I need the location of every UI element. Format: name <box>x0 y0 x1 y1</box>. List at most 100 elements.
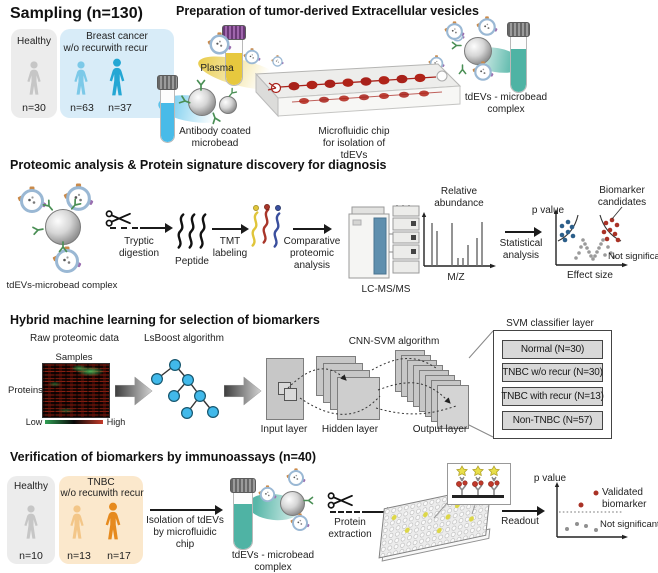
effect-size-label: Effect size <box>567 270 613 281</box>
sampling-title: Sampling (n=130) <box>10 5 143 22</box>
wo-recur-label: w/o recur <box>63 43 105 54</box>
tdev-liquid <box>511 49 526 92</box>
svm-connector-lines <box>468 330 494 438</box>
heatmap-colorbar <box>45 420 103 424</box>
heatmap <box>42 363 110 418</box>
person-icon-verif-healthy <box>21 500 41 544</box>
input-layer-label: Input layer <box>260 424 308 435</box>
with-recur-label: with recur <box>104 43 148 54</box>
person-icon-with-recur <box>106 53 128 101</box>
antibody-y-icon <box>458 64 467 75</box>
verif-tnbc-label: TNBC <box>87 477 115 488</box>
verif-healthy-n: n=10 <box>19 550 43 562</box>
svm-class-non-tnbc: Non-TNBC (N=57) <box>502 411 603 430</box>
antibody-tube-vial <box>160 90 175 143</box>
ml-title: Hybrid machine learning for selection of… <box>10 313 320 327</box>
verif-complex-bead <box>280 491 305 516</box>
scale-low-label: Low <box>25 417 43 427</box>
verif-tube-vial <box>233 493 253 550</box>
ev-icon <box>472 61 494 83</box>
verif-wo-n: n=13 <box>67 550 91 562</box>
tmt-tags <box>253 204 281 211</box>
cnn-hidden-4 <box>337 377 380 420</box>
peptide-squiggle <box>175 211 186 251</box>
person-icon-wo-recur <box>71 56 91 100</box>
tmt-squiggle-yellow <box>249 209 260 249</box>
verif-tube-cap <box>230 478 256 493</box>
isolation-arrow <box>150 505 223 515</box>
chip-label: Microfluidic chip for isolation of tdEVs <box>318 126 390 162</box>
preparation-title: Preparation of tumor-derived Extracellul… <box>176 4 479 18</box>
antibody-liquid <box>161 103 174 142</box>
volcano-plot <box>553 206 628 268</box>
readout-label: Readout <box>501 516 539 527</box>
validated-biomarker-label: Validated biomarker <box>602 487 647 511</box>
breast-cancer-label: Breast cancer <box>86 31 148 42</box>
ev-icon <box>444 21 465 42</box>
extraction-dashed-line <box>330 511 360 513</box>
verif-pvalue-label: p value <box>533 473 567 484</box>
cnn-connections <box>287 358 457 415</box>
flow-arrow-2 <box>224 373 262 409</box>
comparative-label: Comparative proteomic analysis <box>283 236 341 272</box>
output-layer-label: Output layer <box>412 424 468 435</box>
verification-plot <box>554 482 628 540</box>
assay-inset-box <box>447 463 511 505</box>
svm-class-tnbc-with: TNBC with recur (N=13) <box>501 387 604 406</box>
verif-tube-liquid <box>234 504 252 549</box>
plasma-tube <box>222 25 246 86</box>
proteomic-complex-bead <box>45 209 81 245</box>
ev-icon <box>17 186 47 216</box>
isolation-label: Isolation of tdEVs by microfluidic chip <box>146 515 224 551</box>
peptide-squiggle <box>186 211 197 251</box>
verif-tdev-tube <box>230 478 256 550</box>
microbead-small <box>219 96 237 114</box>
verif-with-n: n=17 <box>107 550 131 562</box>
plasma-label: Plasma <box>200 63 234 74</box>
person-icon-healthy <box>24 56 44 100</box>
plasma-tube-vial <box>225 40 243 86</box>
tdev-tube-cap <box>507 22 530 37</box>
with-recur-n: n=37 <box>108 102 132 114</box>
antibody-y-icon <box>303 496 314 505</box>
tdev-complex-label: tdEVs - microbead complex <box>464 92 548 116</box>
cnn-input-kernel2 <box>284 388 297 401</box>
scissors-icon <box>105 209 132 228</box>
tryptic-arrow <box>140 223 173 233</box>
scissors-icon-2 <box>327 491 354 510</box>
sandwich-assay-diagram <box>452 465 504 498</box>
cnn-output-8 <box>437 385 469 429</box>
healthy-label: Healthy <box>17 36 51 47</box>
tdev-complex-bead <box>464 37 492 65</box>
tmt-arrow <box>212 224 249 234</box>
tdev-tube <box>507 22 530 93</box>
antibody-y-icon <box>58 241 68 253</box>
healthy-n: n=30 <box>22 102 46 114</box>
proteomic-title: Proteomic analysis & Protein signature d… <box>10 158 387 172</box>
mass-spectrum <box>421 212 496 269</box>
svm-title: SVM classifier layer <box>506 318 594 329</box>
verif-healthy-label: Healthy <box>14 481 48 492</box>
samples-label: Samples <box>55 352 93 363</box>
antibody-y-icon <box>31 224 45 236</box>
ev-icon <box>63 183 94 214</box>
antibody-tube <box>157 75 178 143</box>
mz-label: M/Z <box>447 272 465 283</box>
person-icon-tnbc-with <box>102 497 124 545</box>
volcano-pvalue-label: p value <box>531 205 565 216</box>
raw-data-label: Raw proteomic data <box>30 333 119 344</box>
tryptic-label: Tryptic digestion <box>118 236 160 260</box>
readout-arrow <box>502 506 545 516</box>
wo-recur-n: n=63 <box>70 102 94 114</box>
lcms-label: LC-MS/MS <box>361 284 411 295</box>
rel-abundance-label: Relative abundance <box>434 186 484 210</box>
microfluidic-chip <box>254 63 462 118</box>
verif-wo-recur-label: w/o recur <box>60 488 102 499</box>
hidden-layer-label: Hidden layer <box>321 424 379 435</box>
proteomic-complex-label: tdEVs-microbead complex <box>6 280 118 291</box>
verif-not-significant-label: Not significant <box>600 519 658 530</box>
tdev-tube-vial <box>510 37 527 93</box>
verif-complex-label: tdEVs - microbead complex <box>231 550 315 573</box>
plasma-liquid <box>226 52 242 85</box>
